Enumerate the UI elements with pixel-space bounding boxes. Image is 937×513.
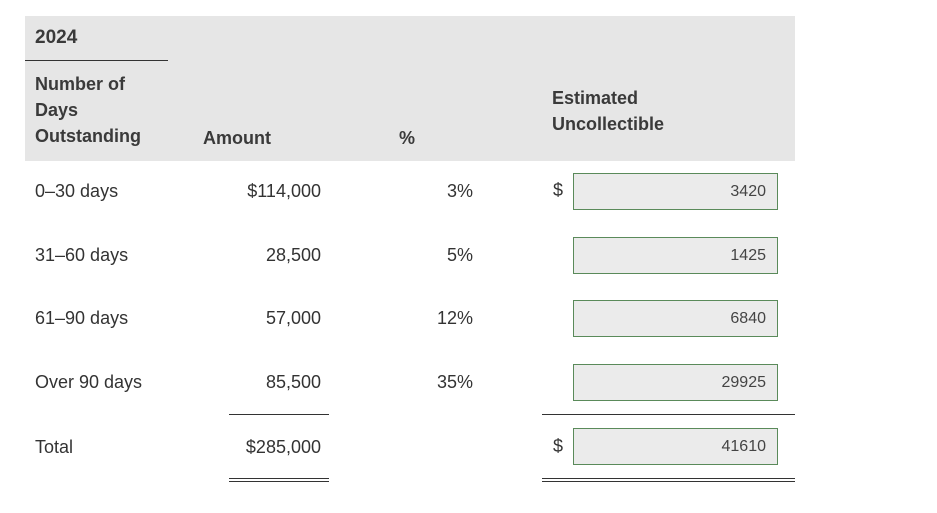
total-label: Total xyxy=(35,437,74,457)
header-estimated-uncollectible: Estimated Uncollectible xyxy=(552,88,665,134)
row-label-over-90: Over 90 days xyxy=(35,372,143,392)
estimate-input-over-90[interactable]: 29925 xyxy=(573,364,778,401)
table-header-background xyxy=(25,16,795,161)
amount-0-30: $114,000 xyxy=(247,181,321,201)
total-estimate-input[interactable]: 41610 xyxy=(573,428,778,465)
header-percent: % xyxy=(399,128,416,148)
percent-61-90: 12% xyxy=(436,308,473,328)
estimate-total-double-rule-top xyxy=(542,478,795,479)
amount-31-60: 28,500 xyxy=(265,245,321,265)
amount-subtotal-rule xyxy=(229,414,329,415)
header-amount: Amount xyxy=(203,128,271,148)
dollar-sign-total: $ xyxy=(553,436,564,456)
amount-over-90: 85,500 xyxy=(265,372,321,392)
percent-31-60: 5% xyxy=(446,245,473,265)
percent-over-90: 35% xyxy=(436,372,473,392)
percent-0-30: 3% xyxy=(446,181,473,201)
row-label-31-60: 31–60 days xyxy=(35,245,129,265)
estimate-subtotal-rule xyxy=(542,414,795,415)
amount-total-double-rule-bottom xyxy=(229,481,329,482)
year-label: 2024 xyxy=(35,27,78,48)
estimate-input-61-90[interactable]: 6840 xyxy=(573,300,778,337)
row-label-0-30: 0–30 days xyxy=(35,181,119,201)
header-days-outstanding: Number of Days Outstanding xyxy=(35,74,141,146)
row-label-61-90: 61–90 days xyxy=(35,308,129,328)
total-amount: $285,000 xyxy=(245,437,321,457)
estimate-total-double-rule-bottom xyxy=(542,481,795,482)
dollar-sign-0-30: $ xyxy=(553,180,564,200)
estimate-input-31-60[interactable]: 1425 xyxy=(573,237,778,274)
estimate-input-0-30[interactable]: 3420 xyxy=(573,173,778,210)
amount-61-90: 57,000 xyxy=(265,308,321,328)
year-underline xyxy=(25,60,168,61)
amount-total-double-rule-top xyxy=(229,478,329,479)
